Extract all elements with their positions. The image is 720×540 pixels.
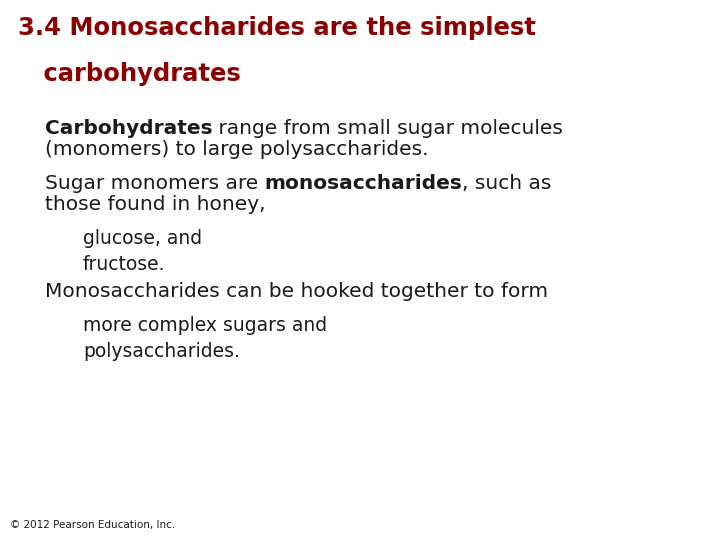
Text: 3.4 Monosaccharides are the simplest: 3.4 Monosaccharides are the simplest [18, 16, 536, 40]
Text: (monomers) to large polysaccharides.: (monomers) to large polysaccharides. [45, 140, 428, 159]
Text: Carbohydrates: Carbohydrates [45, 119, 212, 138]
Text: carbohydrates: carbohydrates [18, 62, 240, 86]
Text: range from small sugar molecules: range from small sugar molecules [212, 119, 563, 138]
Text: © 2012 Pearson Education, Inc.: © 2012 Pearson Education, Inc. [10, 520, 176, 530]
Text: , such as: , such as [462, 174, 552, 193]
Text: polysaccharides.: polysaccharides. [83, 342, 240, 361]
Text: fructose.: fructose. [83, 255, 166, 274]
Text: monosaccharides: monosaccharides [264, 174, 462, 193]
Text: those found in honey,: those found in honey, [45, 195, 265, 214]
Text: Monosaccharides can be hooked together to form: Monosaccharides can be hooked together t… [45, 282, 548, 301]
Text: more complex sugars and: more complex sugars and [83, 316, 327, 335]
Text: glucose, and: glucose, and [83, 229, 202, 248]
Text: Sugar monomers are: Sugar monomers are [45, 174, 264, 193]
